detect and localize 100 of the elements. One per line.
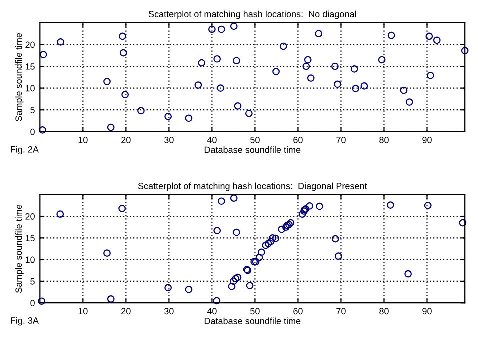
point (316, 202, 324, 210)
x-tick-label: 80 (380, 136, 389, 144)
point (427, 72, 434, 80)
x-tick-label: 30 (164, 308, 174, 315)
point (267, 238, 275, 246)
point (387, 202, 394, 209)
point (388, 32, 396, 40)
point (360, 82, 368, 90)
point (262, 242, 270, 250)
point (302, 62, 310, 70)
point (284, 222, 292, 230)
point (214, 227, 222, 234)
point (233, 228, 240, 236)
x-tick-label: 10 (78, 136, 88, 144)
point (334, 252, 342, 260)
point (272, 68, 280, 76)
point (120, 49, 128, 57)
point (218, 198, 226, 206)
y-tick-label: 15 (26, 235, 35, 242)
point (246, 110, 253, 118)
point (282, 224, 290, 232)
point (138, 107, 145, 115)
point (164, 284, 172, 292)
x-tick-label: 60 (294, 308, 303, 315)
point (233, 57, 240, 65)
point (164, 112, 172, 120)
point (40, 51, 48, 58)
point (378, 56, 386, 64)
point (278, 226, 286, 234)
x-tick-label: 60 (294, 136, 303, 144)
point (334, 80, 342, 88)
point (269, 234, 277, 242)
y-axis-title: Sample soundfile time (15, 204, 24, 293)
y-tick-label: 10 (26, 256, 35, 264)
point (234, 102, 242, 110)
point (424, 202, 432, 210)
x-tick-label: 40 (207, 136, 217, 144)
y-tick-label: 20 (26, 213, 35, 220)
x-tick-label: 50 (250, 308, 260, 315)
point (246, 282, 254, 290)
point (185, 286, 193, 294)
point (406, 98, 414, 106)
point (214, 55, 222, 63)
point (230, 194, 238, 202)
point (230, 278, 238, 286)
chart-title: Scatterplot of matching hash locations: Diagonal Present (138, 182, 368, 192)
caption: Fig. 3A (11, 317, 39, 326)
point (426, 32, 434, 40)
point (307, 74, 315, 82)
chart-title: Scatterplot of matching hash locations: No diagonal (148, 10, 356, 20)
point (264, 240, 272, 248)
point (104, 78, 111, 86)
x-tick-label: 70 (336, 308, 346, 315)
x-tick-label: 30 (164, 136, 174, 144)
point (280, 42, 288, 50)
point (286, 221, 293, 228)
point (315, 30, 323, 38)
y-tick-label: 20 (26, 42, 35, 48)
point (56, 210, 64, 218)
point (404, 270, 412, 278)
x-tick-label: 50 (250, 136, 260, 144)
point (208, 26, 216, 34)
y-tick-label: 15 (26, 64, 35, 70)
point (298, 210, 306, 218)
point (304, 56, 312, 64)
point (433, 36, 441, 44)
x-tick-label: 70 (336, 136, 346, 144)
point (104, 250, 111, 258)
point (230, 22, 238, 30)
point (332, 235, 340, 243)
x-axis-title: Database soundfile time (204, 318, 301, 324)
point (213, 297, 221, 305)
point (258, 248, 266, 256)
x-tick-label: 10 (78, 308, 88, 315)
point (256, 254, 264, 262)
point (57, 38, 64, 46)
x-axis-title: Database soundfile time (204, 146, 301, 154)
point (107, 296, 115, 303)
x-tick-label: 90 (422, 136, 432, 144)
point (119, 32, 126, 40)
point (287, 219, 295, 227)
x-tick-label: 20 (122, 308, 131, 315)
point (272, 234, 280, 242)
point (122, 91, 129, 99)
point (228, 282, 236, 290)
point (306, 202, 314, 210)
y-tick-label: 0 (30, 128, 35, 136)
y-tick-label: 0 (30, 300, 35, 306)
caption: Fig. 2A (11, 146, 39, 155)
x-tick-label: 40 (207, 308, 217, 315)
y-tick-label: 5 (30, 278, 35, 285)
point (118, 205, 126, 212)
y-axis-title: Sample soundfile time (15, 33, 24, 122)
point (185, 114, 193, 122)
point (194, 82, 202, 89)
y-tick-label: 10 (26, 85, 35, 92)
point (218, 26, 226, 34)
point (459, 219, 467, 227)
point (217, 84, 224, 92)
point (332, 62, 339, 70)
